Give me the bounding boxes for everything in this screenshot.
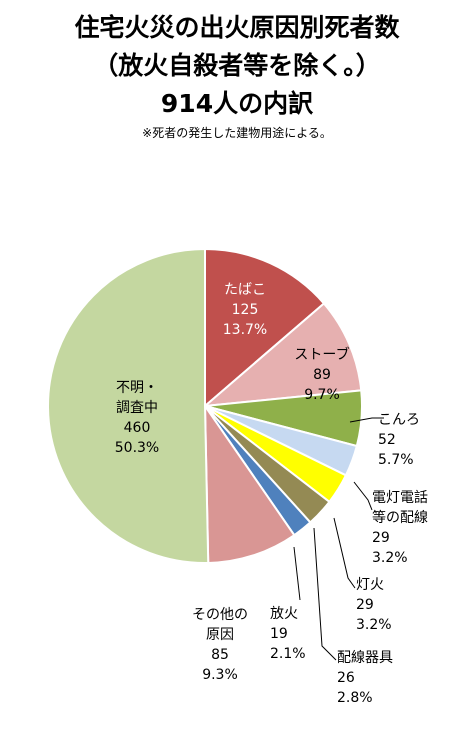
slice-label-1: ストーブ 89 9.7%: [282, 345, 362, 405]
slice-label-2: こんろ 52 5.7%: [378, 410, 458, 470]
slice-label-6: 放火 19 2.1%: [270, 604, 330, 664]
chart-title-line-1: 住宅火災の出火原因別死者数: [74, 13, 400, 42]
pie-slice-1: [201, 302, 363, 408]
slice-label-8: 不明・調査中 460 50.3%: [82, 378, 192, 458]
slice-value-4: 29: [356, 597, 374, 613]
slice-name-3-1: 等の配線: [372, 510, 428, 526]
slice-value-3: 29: [372, 530, 390, 546]
leader-line-2: [349, 417, 384, 423]
slice-name-7-0: その他の: [192, 607, 248, 623]
slice-name-5: 配線器具: [337, 650, 393, 666]
slice-percent-7: 9.3%: [202, 667, 238, 683]
chart-title-line-3: 914人の内訳: [160, 89, 314, 118]
slice-value-1: 89: [313, 367, 331, 383]
leader-line-6: [293, 546, 301, 601]
slice-label-0: たばこ 125 13.7%: [205, 280, 285, 340]
leader-line-4: [333, 517, 356, 589]
slice-percent-0: 13.7%: [222, 322, 268, 338]
slice-percent-3: 3.2%: [372, 550, 408, 566]
slice-value-5: 26: [337, 670, 355, 686]
slice-name-6: 放火: [270, 606, 298, 622]
slice-percent-2: 5.7%: [378, 452, 414, 468]
slice-percent-6: 2.1%: [270, 646, 306, 662]
slice-name-7-1: 原因: [206, 627, 234, 643]
slice-value-8: 460: [123, 420, 151, 436]
leader-line-3: [353, 481, 373, 511]
slice-value-7: 85: [211, 647, 229, 663]
leader-line-5: [313, 527, 337, 661]
slice-percent-4: 3.2%: [356, 617, 392, 633]
slice-name-1: ストーブ: [294, 347, 350, 363]
slice-name-4: 灯火: [356, 577, 384, 593]
slice-value-2: 52: [378, 432, 396, 448]
slice-label-4: 灯火 29 3.2%: [356, 575, 416, 635]
slice-percent-8: 50.3%: [114, 440, 160, 456]
slice-value-6: 19: [270, 626, 288, 642]
slice-name-8-0: 不明・: [116, 380, 158, 396]
pie-slice-7: [203, 402, 296, 564]
slice-name-0: たばこ: [224, 282, 266, 298]
chart-title-line-2: （放火自殺者等を除く。）: [93, 51, 381, 80]
slice-label-7: その他の原因 85 9.3%: [175, 605, 265, 685]
slice-percent-1: 9.7%: [304, 387, 340, 403]
slice-label-3: 電灯電話等の配線 29 3.2%: [372, 488, 462, 568]
slice-name-8-1: 調査中: [116, 400, 158, 416]
slice-name-3-0: 電灯電話: [372, 490, 428, 506]
pie-slice-0: [204, 247, 326, 409]
chart-note: ※死者の発生した建物用途による。: [142, 126, 332, 140]
slice-label-5: 配線器具 26 2.8%: [337, 648, 427, 708]
pie-slice-8: [47, 247, 210, 564]
slice-percent-5: 2.8%: [337, 690, 373, 706]
slice-name-2: こんろ: [378, 412, 420, 428]
slice-value-0: 125: [231, 302, 259, 318]
